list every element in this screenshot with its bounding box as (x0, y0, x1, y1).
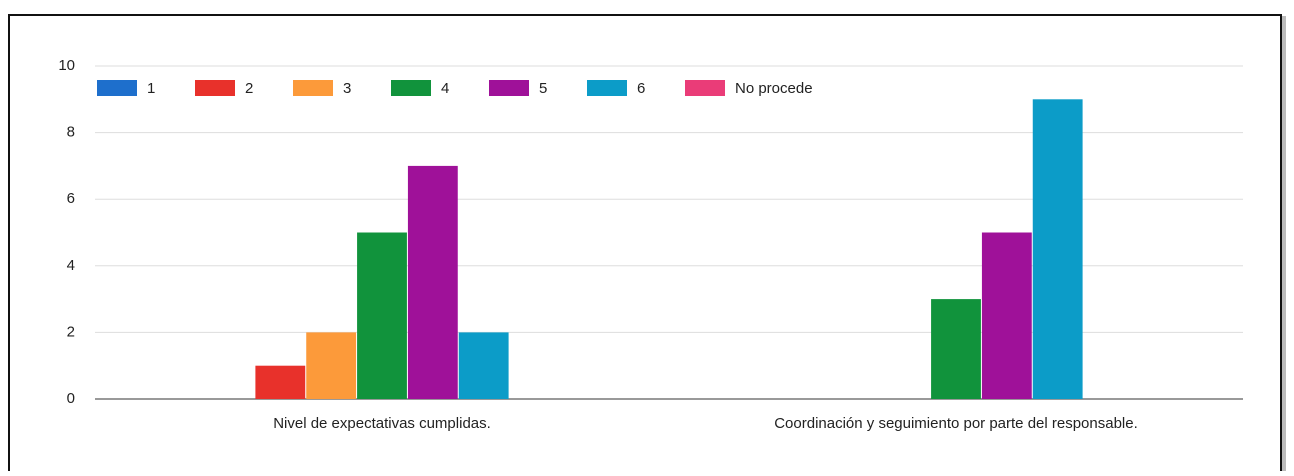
bar (458, 332, 509, 399)
y-tick-label: 4 (67, 257, 75, 274)
legend-label: 5 (539, 80, 547, 97)
legend-swatch (195, 80, 235, 96)
legend-label: No procede (735, 80, 813, 97)
y-tick-label: 0 (67, 390, 75, 407)
bar (357, 232, 407, 399)
legend-label: 6 (637, 80, 645, 97)
bar (407, 165, 458, 399)
legend-swatch (293, 80, 333, 96)
legend-swatch (587, 80, 627, 96)
bar (981, 232, 1032, 399)
y-tick-label: 10 (58, 57, 75, 74)
legend-label: 2 (245, 80, 253, 97)
bar (931, 299, 981, 399)
legend-swatch (489, 80, 529, 96)
bar (306, 332, 357, 399)
x-tick-label: Coordinación y seguimiento por parte del… (774, 415, 1138, 432)
legend-label: 4 (441, 80, 449, 97)
legend-swatch (685, 80, 725, 96)
bar (255, 365, 306, 399)
x-tick-label: Nivel de expectativas cumplidas. (273, 415, 491, 432)
legend-swatch (97, 80, 137, 96)
legend-label: 1 (147, 80, 155, 97)
y-tick-label: 2 (67, 323, 75, 340)
legend-swatch (391, 80, 431, 96)
y-tick-label: 8 (67, 124, 75, 141)
bar (1032, 99, 1083, 400)
y-tick-label: 6 (67, 190, 75, 207)
frame-shadow (1281, 16, 1286, 471)
legend-label: 3 (343, 80, 351, 97)
